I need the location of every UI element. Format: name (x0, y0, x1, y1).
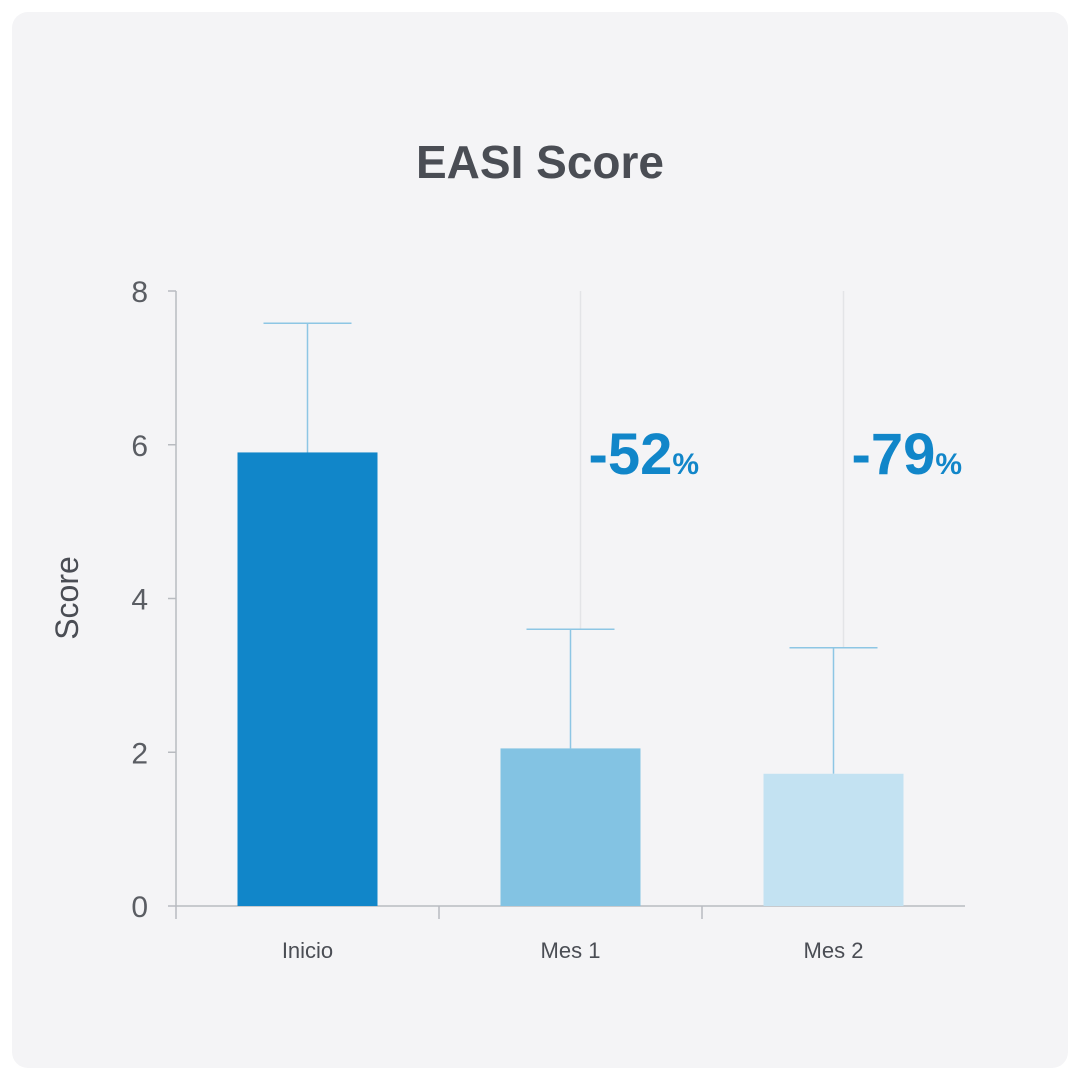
y-tick-label: 2 (131, 737, 148, 770)
x-tick-label: Mes 1 (541, 938, 601, 963)
bar-mes-2 (763, 773, 904, 906)
bar-inicio (237, 452, 378, 906)
x-tick-label: Mes 2 (804, 938, 864, 963)
y-axis-label: Score (49, 556, 85, 640)
reduction-annotation: -79% (852, 422, 963, 487)
y-tick-label: 0 (131, 891, 148, 924)
x-tick-label: Inicio (282, 938, 333, 963)
y-tick-label: 8 (131, 276, 148, 309)
y-tick-label: 6 (131, 430, 148, 463)
reduction-annotation: -52% (589, 422, 700, 487)
chart-title: EASI Score (416, 136, 664, 188)
y-tick-label: 4 (131, 584, 148, 617)
plot-area: 0 2 4 6 8 Inicio Mes 1 Mes 2 -52% -79% (131, 276, 965, 963)
bar-mes-1 (500, 748, 641, 906)
